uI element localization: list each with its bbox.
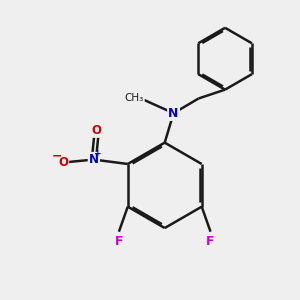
Text: O: O bbox=[92, 124, 102, 136]
Text: N: N bbox=[89, 153, 99, 166]
Text: CH₃: CH₃ bbox=[125, 94, 144, 103]
Text: O: O bbox=[58, 156, 68, 169]
Text: +: + bbox=[94, 148, 102, 158]
Text: −: − bbox=[51, 149, 62, 163]
Text: F: F bbox=[115, 235, 123, 248]
Text: N: N bbox=[168, 107, 179, 120]
Text: F: F bbox=[206, 235, 215, 248]
